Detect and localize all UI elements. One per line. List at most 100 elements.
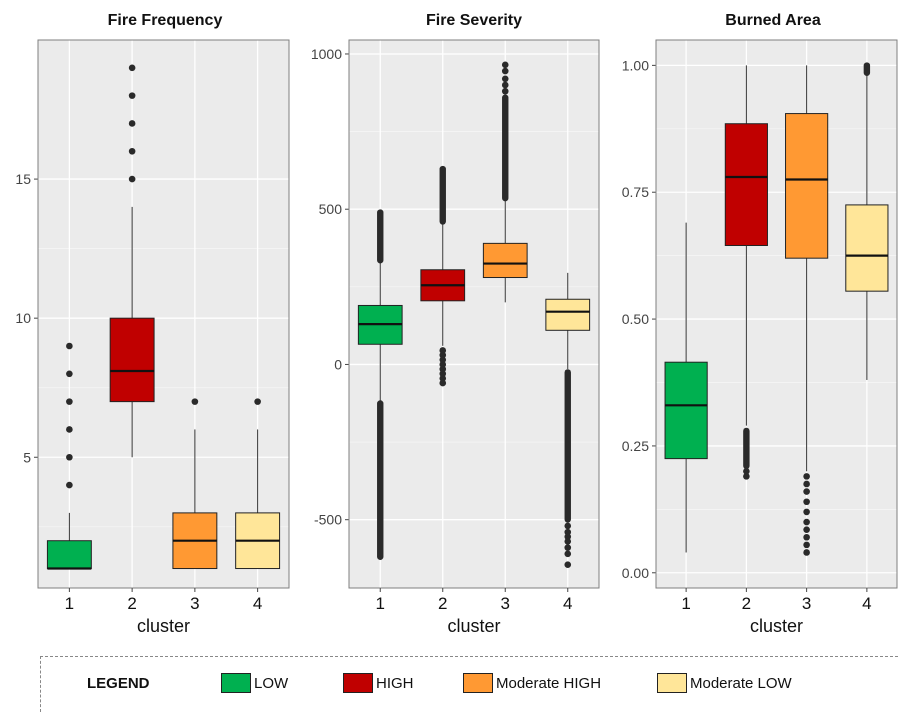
- legend-title: LEGEND: [87, 675, 150, 692]
- box-cluster-2: [109, 64, 155, 458]
- outlier-point: [803, 508, 810, 516]
- box-cluster-1: [357, 209, 403, 560]
- outlier-point: [564, 538, 572, 545]
- box-iqr: [785, 113, 829, 259]
- outlier-point: [66, 481, 73, 489]
- outlier-point: [439, 347, 447, 354]
- outlier-point: [128, 120, 136, 127]
- outlier-point: [803, 526, 810, 533]
- outlier-band: [502, 94, 509, 202]
- panel-title: Burned Area: [725, 12, 821, 29]
- y-tick-label: 0.00: [622, 565, 649, 581]
- panel-3: 0.00 0.25 0.50 0.75 1.00 1 2 3 4 Burned Area clust…: [622, 12, 898, 636]
- plot-background: [656, 40, 897, 588]
- box-iqr: [109, 317, 155, 403]
- x-axis-label: cluster: [750, 616, 803, 636]
- outlier-point: [66, 342, 73, 350]
- outlier-point: [564, 528, 572, 536]
- x-tick-label: 4: [563, 594, 572, 613]
- outlier-point: [254, 398, 261, 405]
- x-tick-label: 3: [501, 594, 510, 613]
- outlier-point: [439, 356, 447, 364]
- panel-1: 5 10 15 1 2 3 4 Fire Frequency cluster: [15, 12, 290, 636]
- box-cluster-3: [172, 398, 218, 570]
- outlier-point: [439, 351, 447, 359]
- outlier-point: [803, 498, 810, 506]
- box-cluster-2: [724, 65, 768, 480]
- outlier-point: [501, 61, 509, 69]
- outlier-point: [564, 533, 572, 541]
- outlier-point: [439, 365, 447, 373]
- y-tick-label: 0.75: [622, 184, 649, 200]
- outlier-point: [501, 81, 509, 89]
- legend-swatch-low: [221, 673, 251, 693]
- y-tick-label: -500: [314, 512, 342, 528]
- x-tick-label: 3: [802, 594, 811, 613]
- outlier-point: [803, 541, 810, 549]
- box-cluster-3: [785, 65, 829, 556]
- y-tick-label: 0.50: [622, 311, 649, 327]
- legend-item-low: LOW: [221, 671, 288, 695]
- outlier-band: [377, 209, 384, 264]
- y-tick-label: 10: [15, 310, 31, 326]
- outlier-point: [803, 533, 810, 541]
- box-iqr: [724, 123, 768, 246]
- panel-title: Fire Frequency: [108, 12, 223, 29]
- y-tick-label: 500: [319, 201, 343, 217]
- legend-label-low: LOW: [254, 674, 289, 692]
- x-axis-label: cluster: [447, 616, 500, 636]
- box-iqr: [845, 204, 889, 292]
- outlier-band: [743, 427, 750, 470]
- y-tick-label: 0: [334, 356, 342, 372]
- legend-label-high: HIGH: [376, 674, 414, 692]
- outlier-point: [439, 361, 447, 368]
- outlier-band: [564, 369, 571, 523]
- box-iqr: [664, 361, 708, 460]
- outlier-point: [66, 426, 73, 433]
- outlier-point: [564, 550, 572, 558]
- outlier-point: [128, 175, 136, 183]
- outlier-point: [439, 370, 447, 378]
- y-tick-label: 5: [23, 449, 31, 465]
- panel-2: -500 0 500 1000 1 2 3 4 Fire Severity cluster: [311, 12, 600, 636]
- x-tick-label: 2: [438, 594, 447, 613]
- y-tick-label: 1.00: [622, 57, 649, 73]
- outlier-band: [439, 165, 446, 225]
- box-iqr: [482, 242, 528, 279]
- x-tick-label: 4: [862, 594, 871, 613]
- plot-background: [38, 40, 289, 588]
- outlier-point: [564, 561, 572, 569]
- outlier-point: [128, 147, 136, 155]
- box-cluster-3: [482, 61, 528, 303]
- x-tick-label: 1: [681, 594, 690, 613]
- y-tick-label: 0.25: [622, 438, 649, 454]
- box-cluster-4: [235, 398, 281, 570]
- box-iqr: [545, 298, 591, 331]
- outlier-point: [439, 379, 447, 387]
- outlier-point: [803, 473, 810, 480]
- y-tick-label: 1000: [311, 46, 342, 62]
- legend-swatch-moderate-high: [463, 673, 493, 693]
- outlier-point: [743, 467, 750, 475]
- box-cluster-1: [46, 342, 92, 570]
- legend-label-moderate-low: Moderate LOW: [690, 674, 792, 692]
- outlier-point: [66, 453, 73, 461]
- x-tick-label: 2: [742, 594, 751, 613]
- box-cluster-4: [545, 272, 591, 569]
- legend-item-moderate-low: Moderate LOW: [657, 671, 792, 695]
- outlier-point: [803, 480, 810, 488]
- outlier-point: [501, 75, 509, 83]
- x-tick-label: 1: [376, 594, 385, 613]
- outlier-point: [803, 488, 810, 495]
- legend: LEGEND LOW HIGH Moderate HIGH Moderate L…: [40, 656, 898, 712]
- outlier-point: [66, 370, 73, 378]
- outlier-point: [501, 87, 509, 95]
- box-cluster-1: [664, 222, 708, 553]
- outlier-point: [66, 398, 73, 405]
- x-tick-label: 3: [190, 594, 199, 613]
- outlier-band: [863, 62, 871, 76]
- outlier-point: [128, 92, 136, 99]
- outlier-point: [564, 544, 572, 551]
